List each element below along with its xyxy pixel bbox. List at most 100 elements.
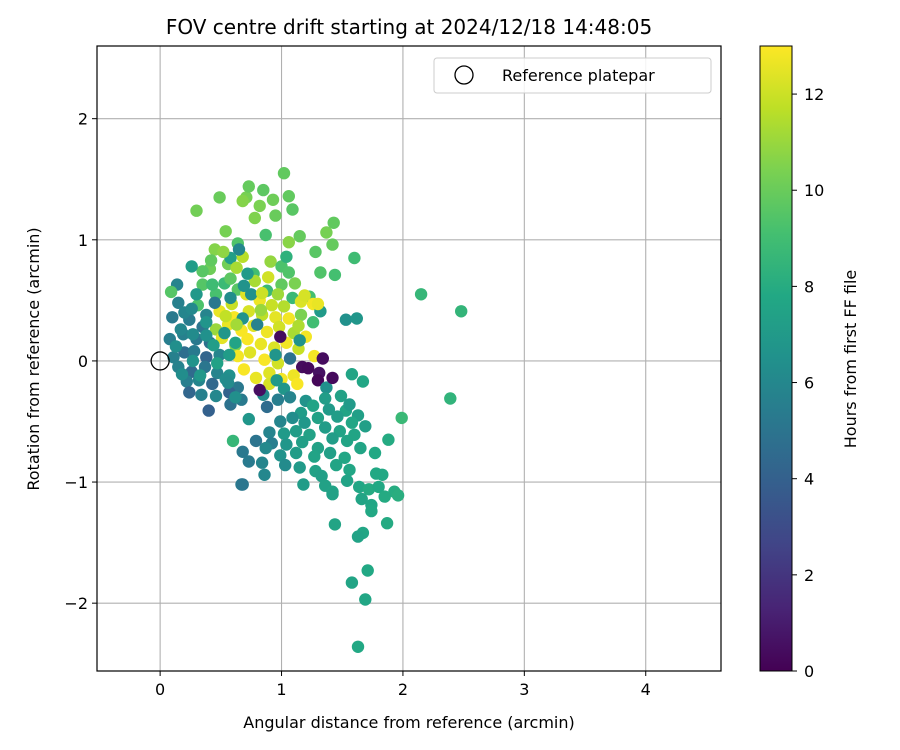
data-point <box>275 278 288 291</box>
data-point <box>175 368 189 381</box>
data-point <box>361 564 374 577</box>
data-point <box>395 411 408 425</box>
x-axis-ticks: 0 1 2 3 4 <box>155 671 651 699</box>
data-point <box>286 411 299 425</box>
data-point <box>259 441 272 455</box>
data-point <box>343 463 356 477</box>
data-point <box>223 348 236 362</box>
data-point <box>339 313 353 326</box>
data-point <box>264 255 277 268</box>
data-point <box>232 243 246 256</box>
data-point <box>277 427 291 440</box>
data-point <box>280 250 293 263</box>
data-point <box>258 468 271 481</box>
data-point <box>195 388 208 401</box>
data-point <box>190 288 203 301</box>
data-point <box>196 265 209 278</box>
data-point <box>340 474 354 487</box>
data-point <box>200 316 213 329</box>
data-point <box>172 296 185 309</box>
data-point <box>257 183 270 197</box>
data-point <box>186 328 200 341</box>
legend-box <box>433 57 712 94</box>
data-point <box>272 320 286 334</box>
data-point <box>237 279 251 292</box>
colorbar: 0 2 4 6 8 10 12 Hours from first FF file <box>759 45 860 681</box>
data-point <box>288 277 302 290</box>
data-point <box>217 245 230 259</box>
x-tick-label: 4 <box>641 680 651 699</box>
data-point <box>391 489 405 502</box>
data-point <box>289 425 303 438</box>
data-point <box>319 392 332 405</box>
data-point <box>308 450 321 463</box>
data-point <box>293 334 306 347</box>
data-point <box>187 345 201 358</box>
data-point <box>345 368 359 381</box>
data-point <box>277 167 291 180</box>
chart-title: FOV centre drift starting at 2024/12/18 … <box>166 15 652 39</box>
data-point <box>190 204 203 217</box>
data-point <box>298 289 311 302</box>
data-point <box>293 461 306 474</box>
reference-platepar-marker <box>150 351 170 371</box>
data-point <box>183 386 196 399</box>
data-point <box>334 389 348 403</box>
data-point <box>298 416 311 429</box>
data-point <box>277 300 291 313</box>
data-point <box>204 254 218 267</box>
data-point <box>282 312 295 325</box>
data-point <box>202 404 215 417</box>
data-point <box>219 309 232 323</box>
legend-label: Reference platepar <box>502 66 655 85</box>
y-tick-label: 1 <box>78 231 88 250</box>
data-point <box>345 416 359 429</box>
data-point <box>350 312 363 325</box>
data-point <box>271 393 285 406</box>
data-point <box>365 504 378 518</box>
data-point <box>327 216 340 229</box>
data-point <box>340 434 354 448</box>
data-point <box>311 297 325 311</box>
x-tick-label: 3 <box>519 680 529 699</box>
data-point <box>320 381 333 394</box>
data-point <box>306 399 320 412</box>
data-point <box>282 236 295 249</box>
data-point <box>253 383 266 397</box>
data-point <box>382 433 395 446</box>
data-point <box>254 337 268 351</box>
data-point <box>282 190 295 203</box>
data-point <box>174 323 187 336</box>
data-point <box>311 411 325 425</box>
data-point <box>414 288 428 301</box>
x-tick-label: 1 <box>276 680 286 699</box>
data-point <box>306 316 320 329</box>
data-point <box>362 483 376 496</box>
data-point <box>315 469 328 483</box>
data-point <box>319 421 332 434</box>
data-point <box>207 339 220 352</box>
data-point <box>245 288 258 301</box>
data-point <box>359 593 372 606</box>
data-point <box>294 308 308 322</box>
data-point <box>167 351 180 364</box>
data-point <box>200 351 213 364</box>
data-point <box>185 302 198 315</box>
y-axis-ticks: −2 −1 0 1 2 <box>64 110 97 613</box>
plot-frame <box>96 45 722 672</box>
colorbar-tick-label: 4 <box>804 470 814 489</box>
data-point <box>229 336 242 349</box>
data-point <box>248 211 261 225</box>
data-point <box>258 353 271 366</box>
colorbar-ticks: 0 2 4 6 8 10 12 <box>792 85 824 681</box>
colorbar-tick-label: 0 <box>804 662 814 681</box>
data-point <box>314 266 327 279</box>
data-point <box>331 410 344 423</box>
data-point <box>263 426 276 439</box>
data-point <box>326 371 339 385</box>
data-point <box>186 354 200 368</box>
data-point <box>200 329 213 342</box>
data-point <box>326 488 339 501</box>
data-point <box>330 458 343 472</box>
